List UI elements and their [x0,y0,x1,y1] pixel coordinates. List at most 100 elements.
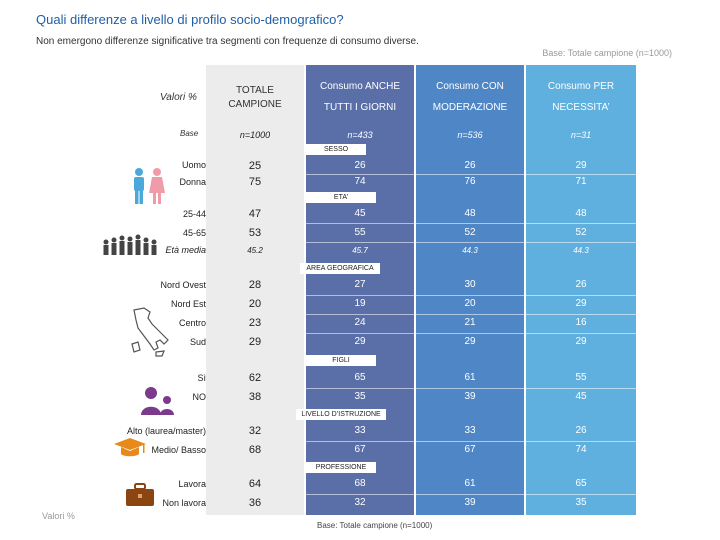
cell-c1-45-65: 55 [354,227,366,238]
cell-c1-nord-est: 19 [354,298,366,309]
cell-c3-nord-ovest: 26 [575,279,587,290]
cell-c3-45-65: 52 [575,227,587,238]
row-label-alto: Alto (laurea/master) [126,426,206,436]
cell-c3-non-lavora: 35 [575,497,587,508]
row-label-eta-media: Età media [165,245,206,255]
cell-c2-no: 39 [464,391,476,402]
cell-c3-nord-est: 29 [575,298,587,309]
cell-c2-nord-ovest: 30 [464,279,476,290]
cell-c1-si: 65 [354,372,366,383]
cell-total-45-65: 53 [248,227,262,239]
row-divider [306,388,636,389]
cell-total-lavora: 64 [248,478,262,490]
cell-c2-uomo: 26 [464,160,476,171]
row-label-no: NO [192,392,207,402]
cell-c3-25-44: 48 [575,208,587,219]
row-label-uomo: Uomo [181,160,206,170]
cell-c3-lavora: 65 [575,478,587,489]
row-label-lavora: Lavora [178,479,206,489]
cell-c1-25-44: 45 [354,208,366,219]
header-c2-line1: Consumo CON [436,81,504,92]
cell-total-25-44: 47 [248,208,262,220]
cell-total-centro: 23 [248,317,262,329]
cell-c1-centro: 24 [354,317,366,328]
column-consumo-per [526,65,636,515]
cell-total-donna: 75 [248,176,262,188]
cell-c2-nord-est: 20 [464,298,476,309]
cell-c3-no: 45 [575,391,587,402]
cell-c1-eta-media: 45.7 [352,246,368,255]
base-note-bottom: Base: Totale campione (n=1000) [317,521,433,530]
cell-c2-donna: 76 [464,176,476,187]
column-total [206,65,304,515]
row-divider [306,494,636,495]
crowd-icon [103,234,157,255]
row-label-donna: Donna [179,177,206,187]
cell-c2-si: 61 [464,372,476,383]
base-total: n=1000 [239,130,271,140]
cell-total-non-lavora: 36 [248,497,262,509]
cell-c1-sud: 29 [354,336,366,347]
section-figli: FIGLI [306,355,376,366]
cell-c3-medio: 74 [575,444,587,455]
header-total-line1: TOTALE [236,85,274,96]
cell-c1-alto: 33 [354,425,366,436]
header-consumo-anche: Consumo ANCHE TUTTI I GIORNI [306,65,414,125]
man-woman-icon [134,168,165,204]
cell-c2-eta-media: 44.3 [462,246,478,255]
cell-c2-sud: 29 [464,336,476,347]
base-note-top: Base: Totale campione (n=1000) [542,48,672,58]
cell-total-uomo: 25 [248,160,262,172]
italy-map-icon [131,307,169,357]
base-c3: n=31 [570,130,592,140]
base-c2: n=536 [457,130,483,140]
cell-c2-non-lavora: 39 [464,497,476,508]
base-c1: n=433 [347,130,373,140]
column-consumo-anche [306,65,414,515]
header-c1-line1: Consumo ANCHE [319,81,401,92]
cell-c2-lavora: 61 [464,478,476,489]
row-divider [306,174,636,175]
cell-c1-medio: 67 [354,444,366,455]
cell-total-alto: 32 [248,425,262,437]
row-divider [306,333,636,334]
values-unit-label: Valori % [160,92,197,103]
briefcase-icon [126,483,154,506]
values-unit-footer: Valori % [42,511,75,521]
parent-child-icon [141,387,174,415]
header-c1-line2: TUTTI I GIORNI [323,102,397,113]
row-divider [306,223,636,224]
cell-total-eta-media: 45.2 [247,246,263,255]
cell-c2-centro: 21 [464,317,476,328]
cell-c1-non-lavora: 32 [354,497,366,508]
section-sesso: SESSO [306,144,366,155]
base-label: Base [180,129,199,138]
cell-c1-donna: 74 [354,176,366,187]
row-divider [306,295,636,296]
header-total-line2: CAMPIONE [228,99,282,110]
cell-c2-alto: 33 [464,425,476,436]
cell-total-medio: 68 [248,444,262,456]
cell-total-nord-est: 20 [248,298,262,310]
column-consumo-con [416,65,524,515]
row-divider [306,441,636,442]
row-label-non-lavora: Non lavora [162,498,206,508]
cell-total-si: 62 [248,372,262,384]
section-area: AREA GEOGRAFICA [300,263,380,274]
page-subtitle: Non emergono differenze significative tr… [36,36,419,47]
row-label-25-44: 25-44 [182,209,206,219]
section-istruzione: LIVELLO D’ISTRUZIONE [296,409,386,420]
cell-c1-uomo: 26 [354,160,366,171]
row-label-medio: Medio/ Basso [151,445,206,455]
cell-total-sud: 29 [248,336,262,348]
header-consumo-con: Consumo CON MODERAZIONE [416,65,524,125]
cell-c2-medio: 67 [464,444,476,455]
cell-c2-25-44: 48 [464,208,476,219]
cell-c1-no: 35 [354,391,366,402]
header-consumo-per: Consumo PER NECESSITA’ [526,65,636,125]
cell-total-no: 38 [248,391,262,403]
row-label-sud: Sud [189,337,206,347]
cell-c3-donna: 71 [575,176,587,187]
page-title: Quali differenze a livello di profilo so… [36,12,344,27]
cell-c3-sud: 29 [575,336,587,347]
